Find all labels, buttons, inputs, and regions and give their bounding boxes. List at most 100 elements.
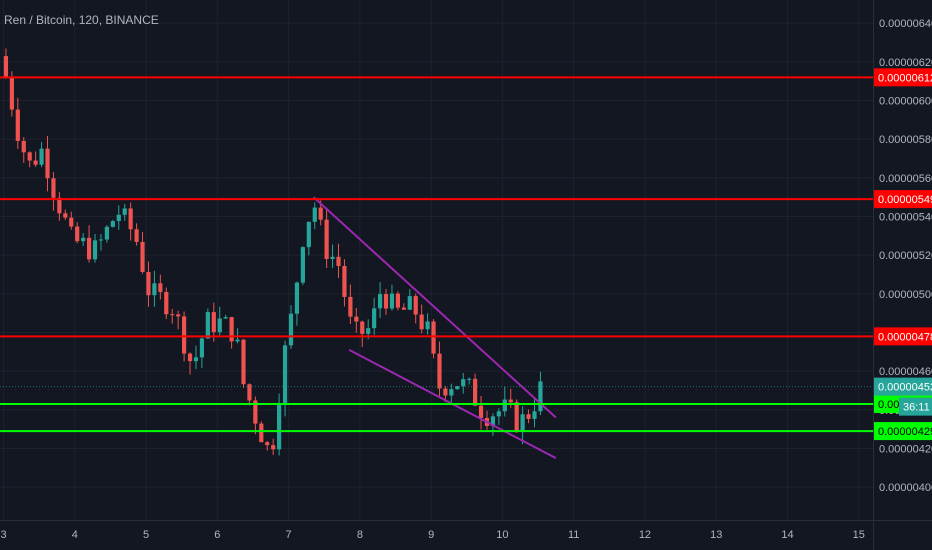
candle-body	[354, 316, 359, 322]
time-axis-tick-label: 7	[286, 529, 292, 541]
candle-body	[259, 423, 264, 443]
level-price-badge	[874, 68, 932, 87]
time-axis-tick-label: 5	[143, 529, 149, 541]
candle-body	[508, 399, 513, 403]
candle-body	[282, 345, 288, 404]
wedge-trendline-upper[interactable]	[312, 196, 557, 419]
candle-body	[3, 56, 9, 78]
candle-body	[437, 353, 442, 389]
candle-body	[330, 256, 335, 260]
candle-body	[75, 226, 80, 242]
candle-body	[306, 221, 311, 248]
candle-body	[401, 307, 406, 310]
candle-body	[419, 314, 424, 330]
time-axis-tick-label: 13	[710, 529, 722, 541]
candle-body	[366, 328, 371, 334]
price-axis-tick-label: 0.00000560	[879, 173, 932, 185]
level-price-badge	[874, 327, 932, 346]
candle-body	[134, 229, 139, 243]
candle-body	[300, 247, 305, 283]
level-price-label: 0.00000478	[878, 331, 932, 343]
candle-body	[478, 405, 484, 418]
candle-body	[467, 378, 472, 380]
candle-body	[377, 294, 383, 309]
candle-body	[431, 321, 436, 354]
candle-body	[170, 314, 175, 316]
level-price-label: 0.00000612	[878, 72, 932, 84]
candle-body	[502, 399, 507, 412]
candle-body	[140, 242, 145, 272]
candle-body	[473, 378, 478, 406]
price-axis-tick-label: 0.00000640	[879, 18, 932, 30]
candle-body	[389, 293, 395, 309]
level-price-label: 0.00000549	[878, 194, 932, 206]
price-axis-tick-label: 0.00000580	[879, 134, 932, 146]
candle-body	[241, 339, 246, 385]
candle-body	[57, 197, 62, 214]
candle-body	[407, 296, 412, 310]
candle-body	[51, 178, 56, 198]
candle-body	[372, 308, 377, 329]
candle-body	[69, 217, 74, 227]
time-axis-tick-label: 4	[72, 529, 78, 541]
candle-body	[383, 294, 389, 309]
candle-body	[33, 160, 38, 165]
price-axis-tick-label: 0.00000600	[879, 96, 932, 108]
time-axis-tick-label: 6	[214, 529, 220, 541]
candle-body	[15, 109, 20, 141]
candle-body	[122, 208, 127, 215]
candle-body	[146, 271, 151, 296]
symbol-title: Ren / Bitcoin, 120, BINANCE	[4, 13, 159, 27]
candle-body	[342, 265, 347, 297]
price-axis-tick-label: 0.00000520	[879, 250, 932, 262]
candle-body	[187, 353, 193, 362]
candle-body	[98, 239, 104, 241]
time-axis-tick-label: 11	[568, 529, 579, 541]
price-axis-tick-label: 0.00000620	[879, 57, 932, 69]
candle-body	[360, 321, 365, 334]
candle-body	[294, 282, 300, 314]
price-axis-tick-label: 0.00000420	[879, 443, 932, 455]
candle-body	[247, 384, 252, 401]
level-price-badge	[874, 422, 932, 441]
candle-body	[104, 226, 109, 240]
time-axis-tick-label: 9	[428, 529, 434, 541]
candle-countdown-badge	[899, 397, 932, 416]
candle-body	[39, 148, 44, 165]
candle-body	[86, 237, 92, 260]
candle-body	[520, 414, 525, 432]
time-axis-tick-label: 15	[853, 529, 865, 541]
candle-body	[45, 148, 50, 179]
level-price-badge	[874, 190, 932, 209]
candle-body	[217, 318, 222, 333]
candle-body	[229, 317, 234, 342]
candle-countdown-label: 36:11	[903, 402, 930, 414]
candle-body	[128, 208, 133, 230]
candle-body	[425, 321, 430, 330]
time-axis-tick-label: 10	[496, 529, 508, 541]
candle-body	[443, 388, 448, 396]
candle-body	[116, 214, 121, 222]
candle-body	[395, 293, 400, 308]
candle-body	[265, 442, 270, 446]
candle-body	[461, 379, 466, 387]
candle-body	[324, 219, 329, 260]
candle-body	[110, 221, 115, 227]
candle-body	[164, 291, 169, 315]
candle-body	[449, 389, 454, 396]
current-price-badge	[874, 377, 932, 396]
time-axis-tick-label: 3	[1, 529, 7, 541]
candle-body	[199, 338, 205, 358]
price-axis-tick-label: 0.00000540	[879, 212, 932, 224]
candle-body	[193, 357, 199, 362]
candle-body	[496, 411, 501, 417]
candle-body	[9, 77, 14, 110]
candle-body	[63, 213, 68, 218]
candle-body	[288, 313, 294, 346]
time-axis-tick-label: 8	[357, 529, 363, 541]
candle-body	[532, 411, 537, 419]
candle-body	[182, 316, 187, 354]
candle-body	[176, 314, 181, 317]
